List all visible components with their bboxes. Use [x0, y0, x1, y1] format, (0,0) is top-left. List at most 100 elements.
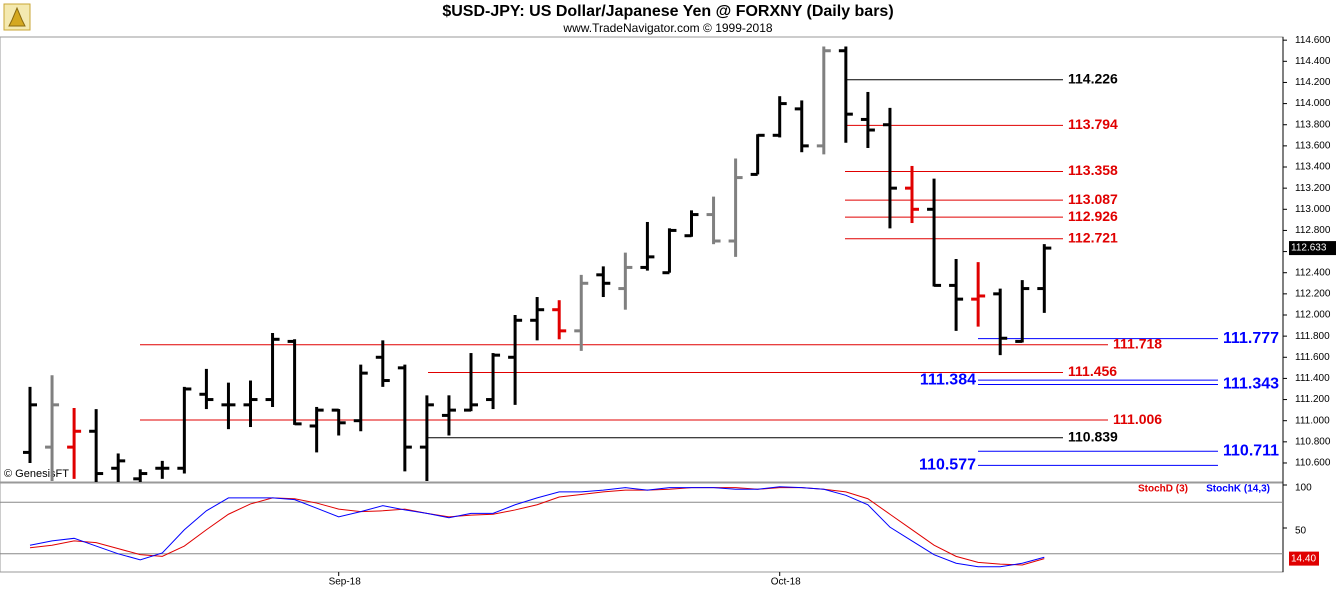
- ohlc-bar: [353, 364, 368, 432]
- ohlc-bar: [971, 262, 986, 327]
- y-tick-label: 113.400: [1295, 162, 1331, 173]
- y-tick-label: 114.400: [1295, 56, 1331, 67]
- y-tick-label: 113.000: [1295, 204, 1331, 215]
- ohlc-bar: [89, 409, 104, 482]
- ohlc-bar: [67, 408, 82, 479]
- y-tick-label: 100: [1295, 483, 1312, 494]
- y-tick-label: 113.600: [1295, 141, 1331, 152]
- ohlc-bar: [441, 395, 456, 436]
- bars: [23, 46, 1218, 482]
- ohlc-bar: [772, 96, 787, 138]
- stoch-line: [29, 487, 1045, 566]
- x-tick-label: Oct-18: [771, 577, 801, 588]
- y-tick-label: 111.800: [1295, 331, 1330, 342]
- chart-title: $USD-JPY: US Dollar/Japanese Yen @ FORXN…: [442, 3, 893, 20]
- ohlc-bar: [882, 107, 897, 229]
- stoch-lines: [29, 486, 1045, 568]
- ohlc-bar: [177, 386, 192, 474]
- y-tick-label: 113.200: [1295, 183, 1331, 194]
- ohlc-bar: [1037, 244, 1052, 313]
- last-value-label: 14.40: [1291, 553, 1316, 564]
- ohlc-bar: [927, 178, 942, 287]
- ohlc-bar: [860, 91, 875, 148]
- y-tick-label: 111.200: [1295, 394, 1330, 405]
- level-label: 113.794: [1068, 116, 1118, 132]
- level-label: 113.087: [1068, 191, 1118, 207]
- level-label: 110.577: [919, 457, 976, 474]
- last-value-box: [1289, 551, 1319, 566]
- y-tick-label: 114.600: [1295, 35, 1331, 46]
- ohlc-bar: [949, 258, 964, 331]
- stoch-line: [29, 486, 1045, 568]
- ohlc-bar: [155, 460, 170, 479]
- y-tick-label: 50: [1295, 526, 1307, 537]
- y-tick-label: 112.200: [1295, 288, 1331, 299]
- watermark: © GenesisFT: [4, 468, 69, 480]
- ohlc-bar: [375, 340, 390, 387]
- ohlc-bar: [684, 210, 699, 238]
- ohlc-bar: [221, 382, 236, 430]
- y-tick-label: 112.800: [1295, 225, 1331, 236]
- ohlc-bar: [838, 46, 853, 143]
- y-tick-label: 111.000: [1295, 415, 1330, 426]
- ohlc-bar: [133, 469, 148, 482]
- ohlc-bar: [199, 368, 214, 410]
- y-tick-label: 112.000: [1295, 310, 1331, 321]
- ohlc-bar: [905, 165, 919, 224]
- ohlc-bar: [618, 252, 633, 310]
- ohlc-bar: [596, 266, 611, 298]
- last-price-label: 112.633: [1291, 243, 1327, 254]
- level-label: 111.343: [1223, 376, 1279, 393]
- y-tick-label: 114.000: [1295, 98, 1331, 109]
- ohlc-bar: [640, 221, 655, 271]
- ohlc-bar: [530, 297, 545, 341]
- y-tick-label: 112.400: [1295, 267, 1331, 278]
- level-label: 112.926: [1068, 208, 1118, 224]
- ohlc-bar: [309, 406, 324, 453]
- x-tick-label: Sep-18: [329, 577, 362, 588]
- level-label: 111.456: [1068, 363, 1117, 379]
- ohlc-bar: [111, 453, 126, 482]
- ohlc-bar: [419, 395, 434, 481]
- ohlc-bar: [552, 300, 567, 340]
- y-tick-label: 111.400: [1295, 373, 1330, 384]
- ohlc-bar: [397, 364, 412, 472]
- ohlc-bar: [1015, 280, 1030, 343]
- y-tick-label: 111.600: [1295, 352, 1330, 363]
- level-label: 110.711: [1223, 442, 1279, 459]
- ohlc-bar: [45, 375, 60, 481]
- ohlc-bar: [265, 332, 280, 407]
- ohlc-bar: [508, 314, 523, 405]
- ohlc-bar: [816, 46, 831, 155]
- y-tick-label: 113.800: [1295, 119, 1331, 130]
- level-label: 110.839: [1068, 428, 1118, 444]
- level-label: 113.358: [1068, 162, 1118, 178]
- ohlc-bar: [331, 408, 346, 436]
- level-label: 112.721: [1068, 229, 1118, 245]
- ohlc-bar: [287, 339, 302, 426]
- ohlc-bar: [662, 228, 677, 275]
- legend-entry: StochD (3): [1138, 484, 1188, 495]
- level-label: 111.006: [1113, 411, 1162, 427]
- level-label: 111.718: [1113, 336, 1162, 352]
- level-label: 111.777: [1223, 330, 1279, 347]
- ohlc-bar: [574, 274, 589, 351]
- y-tick-label: 114.200: [1295, 77, 1331, 88]
- ohlc-bar: [794, 100, 809, 153]
- ohlc-bar: [464, 353, 478, 412]
- level-label: 111.384: [920, 371, 976, 388]
- logo: [3, 3, 31, 31]
- y-tick-label: 110.600: [1295, 458, 1331, 469]
- ohlc-bar: [486, 353, 501, 410]
- ohlc-bar: [728, 158, 743, 257]
- y-tick-label: 110.800: [1295, 436, 1331, 447]
- level-label: 114.226: [1068, 70, 1118, 86]
- ohlc-bar: [993, 288, 1008, 356]
- legend-entry: StochK (14,3): [1206, 484, 1270, 495]
- ohlc-bar: [706, 196, 721, 245]
- ohlc-bar: [243, 380, 258, 428]
- last-price-box: [1289, 241, 1336, 256]
